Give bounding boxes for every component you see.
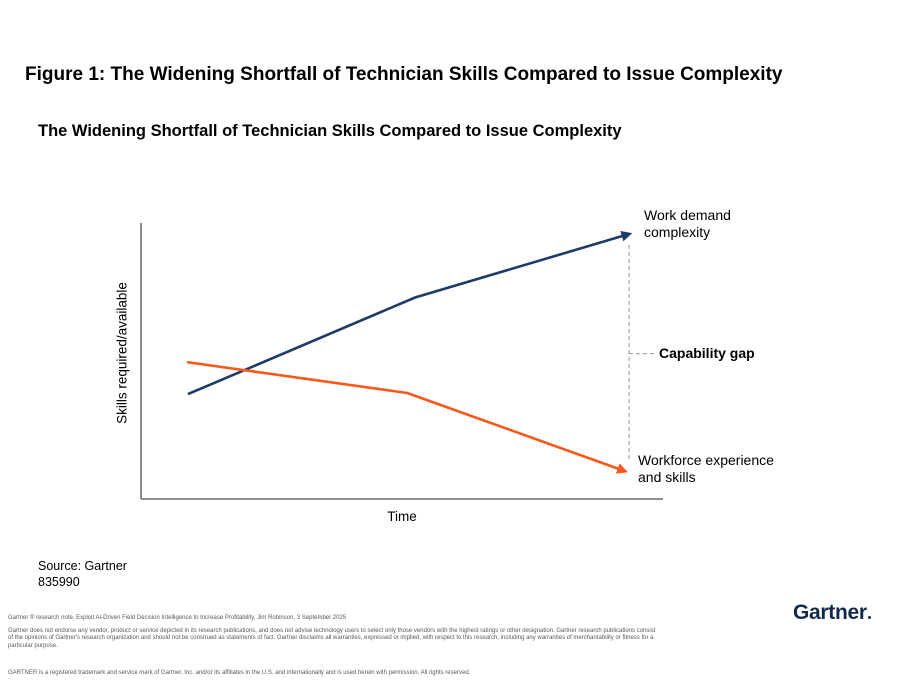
capability-gap-label: Capability gap	[659, 345, 755, 361]
y-axis-label: Skills required/available	[114, 282, 130, 424]
footnote-trademark: GARTNER is a registered trademark and se…	[8, 670, 471, 676]
registered-mark-dot-icon	[867, 616, 871, 619]
series-line-work-demand	[187, 230, 633, 396]
chart-title: The Widening Shortfall of Technician Ski…	[38, 122, 622, 140]
source-line: Source: Gartner	[38, 559, 127, 573]
source-block: Source: Gartner 835990	[38, 558, 127, 590]
gartner-logo-text: Gartner	[793, 601, 867, 624]
series-label-work-demand-complexity: Work demand complexity	[644, 207, 731, 240]
footnote-disclaimer: Gartner does not endorse any vendor, pro…	[8, 628, 656, 649]
gartner-logo: Gartner	[793, 601, 871, 625]
series-line-workforce	[186, 360, 628, 474]
series-label-workforce-experience: Workforce experience and skills	[638, 452, 774, 485]
footnote-research-note: Gartner ® research note, Exploit AI-Driv…	[8, 615, 347, 621]
figure-title: Figure 1: The Widening Shortfall of Tech…	[25, 64, 783, 85]
source-document-number: 835990	[38, 575, 80, 589]
x-axis-label: Time	[387, 509, 417, 524]
